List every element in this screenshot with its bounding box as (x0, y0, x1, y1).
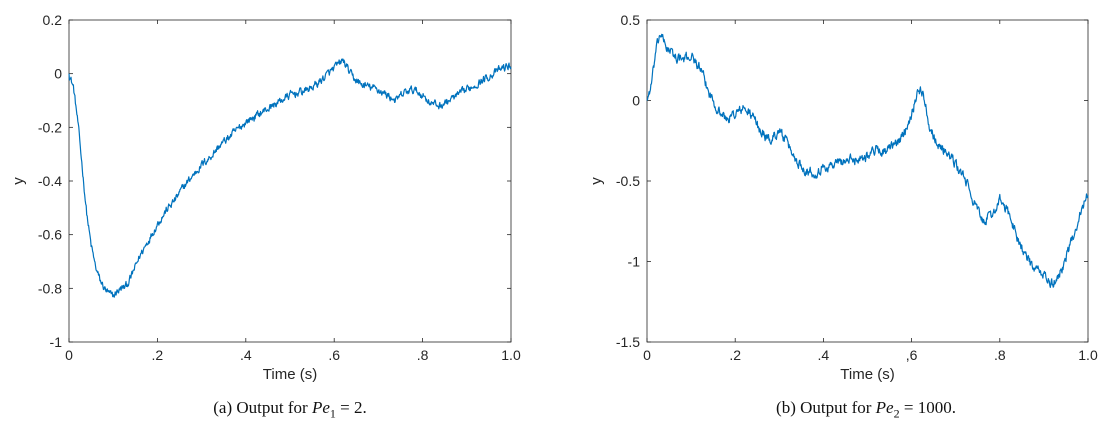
caption-a: (a) Output for Pe1 = 2. (213, 398, 366, 421)
x-tick-label: .8 (994, 347, 1006, 363)
x-tick-label: 1.0 (501, 347, 521, 363)
caption-a-variable: Pe (311, 398, 330, 417)
series-line-b (646, 33, 1089, 288)
y-tick-label: -1 (50, 334, 63, 350)
x-tick-label: 0 (643, 347, 651, 363)
y-tick-label: -1 (628, 254, 641, 270)
x-axis-label: Time (s) (840, 366, 894, 383)
x-tick-label: .4 (818, 347, 830, 363)
y-tick-label: -0.6 (38, 227, 62, 243)
y-tick-label: -0.8 (38, 280, 62, 296)
y-tick-label: -0.4 (38, 173, 62, 189)
y-tick-label: 0.2 (43, 12, 63, 28)
x-axis-label: Time (s) (263, 366, 317, 383)
x-tick-label: 1.0 (1078, 347, 1098, 363)
x-tick-label: ,6 (906, 347, 918, 363)
y-axis-label: y (10, 177, 27, 185)
chart-b: 0 .2 .4 ,6 .8 1.0 -1.5 -1 -0.5 0 0.5 Time (s) y (588, 12, 1098, 383)
x-tick-label: 0 (65, 347, 73, 363)
plot-area-b (646, 19, 1089, 343)
y-tick-label: -0.2 (38, 119, 62, 135)
x-tick-label: .6 (328, 347, 340, 363)
x-tick-label: .8 (417, 347, 429, 363)
caption-b-prefix: (b) Output for (776, 398, 876, 417)
x-tick-label: .4 (240, 347, 252, 363)
caption-a-suffix: = 2. (335, 398, 367, 417)
caption-b-variable: Pe (875, 398, 894, 417)
y-tick-label: 0 (54, 66, 62, 82)
y-tick-label: 0 (632, 93, 640, 109)
caption-a-subscript: 1 (329, 406, 336, 421)
caption-b: (b) Output for Pe2 = 1000. (776, 398, 956, 421)
y-tick-label: -1.5 (616, 334, 640, 350)
caption-a-prefix: (a) Output for (213, 398, 312, 417)
x-tick-label: .2 (152, 347, 164, 363)
y-tick-label: -0.5 (616, 173, 640, 189)
plot-area-a (68, 19, 512, 343)
series-line-a (68, 58, 512, 298)
caption-b-subscript: 2 (893, 406, 900, 421)
y-axis-label: y (588, 177, 605, 185)
caption-b-suffix: = 1000. (899, 398, 956, 417)
x-tick-label: .2 (729, 347, 741, 363)
y-tick-label: 0.5 (621, 12, 641, 28)
